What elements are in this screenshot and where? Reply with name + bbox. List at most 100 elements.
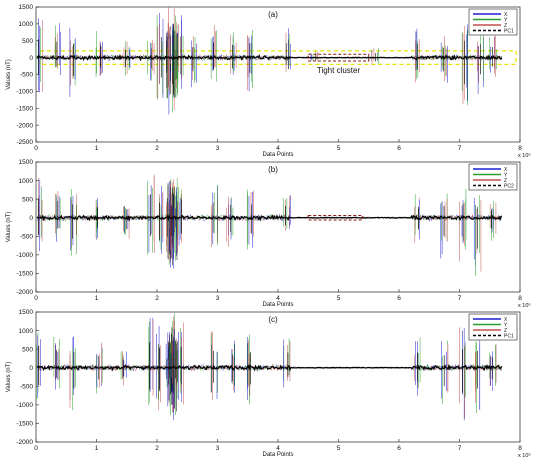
- legend-entry: Y: [504, 172, 508, 178]
- spike-mark: [210, 331, 218, 401]
- x-tick-label: 0: [34, 445, 38, 452]
- y-tick-label: -2000: [16, 439, 33, 446]
- x-tick-label: 1: [95, 145, 99, 152]
- legend-entry: PC1: [504, 28, 514, 34]
- x-tick-label: 3: [216, 295, 220, 302]
- spike-mark: [148, 317, 154, 406]
- spike-mark: [441, 340, 449, 404]
- spike-mark: [230, 32, 237, 75]
- spike-mark: [283, 338, 291, 388]
- y-tick-label: -2000: [16, 122, 33, 129]
- x-tick-label: 1: [95, 445, 99, 452]
- spike-mark: [191, 36, 197, 88]
- spike-mark: [147, 39, 155, 81]
- legend-entry: Z: [504, 23, 507, 29]
- spike-mark: [414, 337, 421, 396]
- x-tick-label: 6: [397, 295, 401, 302]
- x-tick-label: 7: [458, 295, 462, 302]
- spike-mark: [473, 195, 482, 277]
- x-tick-label: 7: [458, 445, 462, 452]
- series-pc1-line: [36, 53, 503, 62]
- panel-label: (a): [268, 10, 278, 19]
- y-tick-label: -1000: [16, 252, 33, 259]
- y-tick-label: 1500: [19, 159, 34, 166]
- spike-mark: [69, 27, 76, 97]
- y-tick-label: -500: [20, 383, 33, 390]
- x-axis-label: Data Points: [262, 452, 293, 458]
- spike-mark: [177, 15, 184, 89]
- x-tick-label: 8: [518, 145, 522, 152]
- x-tick-label: 3: [216, 145, 220, 152]
- y-tick-label: -500: [20, 233, 33, 240]
- spike-mark: [156, 325, 161, 410]
- x-tick-label: 0: [34, 295, 38, 302]
- y-tick-label: 0: [29, 365, 33, 372]
- annotation-label: Tight cluster: [317, 66, 361, 75]
- legend-entry: X: [504, 167, 508, 173]
- threshold-band: [39, 50, 517, 66]
- spike-mark: [96, 342, 103, 394]
- y-tick-label: -1500: [16, 271, 33, 278]
- y-tick-label: -500: [20, 72, 33, 79]
- x-tick-label: 5: [337, 445, 341, 452]
- spike-mark: [226, 196, 234, 247]
- y-tick-label: -2500: [16, 139, 33, 146]
- x-multiplier: x 10⁵: [518, 152, 531, 159]
- x-tick-label: 4: [276, 145, 280, 152]
- legend-entry: X: [504, 317, 508, 323]
- spike-mark: [54, 23, 61, 76]
- y-tick-label: 1500: [19, 309, 34, 316]
- spike-mark: [285, 28, 291, 73]
- spike-mark: [53, 336, 60, 390]
- legend-entry: PC2: [504, 183, 514, 189]
- spike-mark: [475, 340, 481, 414]
- legend-entry: Y: [504, 17, 508, 23]
- y-tick-label: -1000: [16, 89, 33, 96]
- series-pc2-line: [37, 214, 503, 223]
- legend-entry: X: [504, 12, 508, 18]
- y-axis-label: Values (nT): [6, 212, 12, 243]
- x-tick-label: 4: [276, 295, 280, 302]
- spike-mark: [489, 344, 497, 392]
- x-tick-label: 4: [276, 445, 280, 452]
- spike-mark: [247, 334, 251, 405]
- y-tick-label: 500: [22, 38, 33, 45]
- legend-entry: Z: [504, 178, 507, 184]
- y-tick-label: 1500: [19, 4, 34, 11]
- x-tick-label: 5: [337, 145, 341, 152]
- plot-frame: [35, 311, 521, 443]
- cluster-box: [307, 214, 364, 221]
- y-tick-label: -1500: [16, 421, 33, 428]
- spike-mark: [459, 188, 467, 262]
- legend-entry: PC1: [504, 333, 514, 339]
- legend-entry: Z: [504, 328, 507, 334]
- y-tick-label: 0: [29, 55, 33, 62]
- x-tick-label: 0: [34, 145, 38, 152]
- dense-burst: [165, 327, 178, 416]
- spike-mark: [178, 322, 184, 405]
- x-tick-label: 5: [337, 295, 341, 302]
- panel-label: (b): [268, 165, 278, 174]
- x-axis-label: Data Points: [262, 152, 293, 158]
- data-area: [36, 174, 503, 277]
- y-tick-label: 0: [29, 215, 33, 222]
- spike-mark: [371, 47, 379, 65]
- x-tick-label: 2: [155, 445, 159, 452]
- spike-mark: [70, 188, 77, 256]
- spike-mark: [55, 191, 61, 242]
- x-tick-label: 3: [216, 445, 220, 452]
- data-area: [36, 7, 517, 115]
- x-tick-label: 2: [155, 145, 159, 152]
- plot-frame: [35, 6, 521, 143]
- x-axis-label: Data Points: [262, 302, 293, 308]
- y-tick-label: 1000: [19, 178, 34, 185]
- plot-frame: [35, 161, 521, 293]
- y-axis-label: Values (nT): [6, 59, 12, 90]
- y-tick-label: -2000: [16, 289, 33, 296]
- x-tick-label: 8: [518, 445, 522, 452]
